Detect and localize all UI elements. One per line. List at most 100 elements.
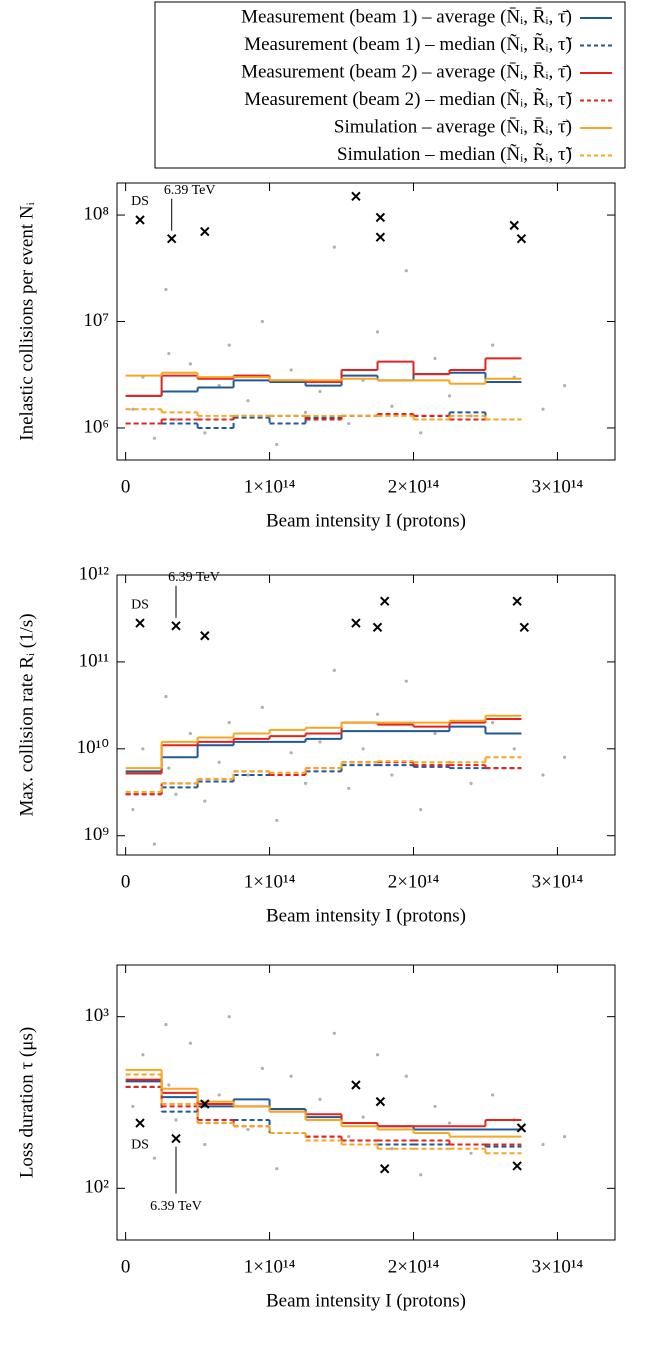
scatter-point: [260, 705, 264, 709]
scatter-point: [203, 431, 207, 435]
scatter-point: [217, 1093, 221, 1097]
scatter-point: [203, 1142, 207, 1147]
scatter-point: [275, 442, 279, 447]
scatter-point: [512, 747, 516, 751]
y-tick-label: 10⁹: [83, 824, 109, 845]
legend-label: Simulation – median (Ñᵢ, R̃ᵢ, τ̃): [337, 142, 573, 165]
scatter-point: [246, 399, 250, 403]
legend-box: [154, 1, 626, 169]
scatter-point: [227, 1015, 231, 1019]
scatter-point: [167, 766, 171, 770]
scatter-point: [433, 356, 437, 361]
scatter-point: [469, 1151, 473, 1155]
scatter-point: [131, 407, 135, 411]
scatter-point: [167, 1083, 171, 1087]
cross-marker: [135, 215, 145, 225]
scatter-point: [491, 343, 495, 347]
cross-marker: [375, 1096, 386, 1107]
scatter-point: [332, 245, 336, 249]
scatter-point: [404, 269, 408, 273]
scatter-point: [390, 1147, 394, 1151]
scatter-point: [347, 421, 351, 426]
scatter-point: [164, 287, 168, 292]
x-tick-label: 1×10¹⁴: [244, 871, 296, 892]
scatter-point: [275, 818, 279, 823]
y-tick-label: 10⁷: [83, 310, 109, 331]
cross-marker: [519, 622, 530, 633]
scatter-point: [433, 731, 437, 736]
cross-marker: [380, 596, 390, 606]
scatter-point: [318, 389, 322, 394]
y-axis-label: Loss duration τ (μs): [16, 1027, 37, 1178]
annotation: 6.39 TeV: [150, 1199, 202, 1214]
cross-marker: [200, 631, 210, 641]
cross-marker: [171, 621, 181, 631]
scatter-point: [217, 760, 221, 764]
legend-label: Simulation – average (N̄ᵢ, R̄ᵢ, τ̄): [334, 116, 572, 137]
y-tick-label: 10⁸: [83, 203, 109, 224]
scatter-point: [188, 362, 193, 366]
scatter-point: [152, 842, 157, 846]
scatter-point: [164, 694, 168, 699]
scatter-point: [390, 404, 394, 408]
annotation: 6.39 TeV: [164, 183, 216, 198]
scatter-point: [541, 407, 545, 411]
scatter-point: [289, 368, 293, 372]
cross-marker: [200, 226, 210, 237]
cross-marker: [512, 596, 522, 606]
scatter-point: [303, 410, 308, 414]
x-tick-label: 1×10¹⁴: [244, 476, 296, 497]
scatter-point: [260, 319, 264, 324]
scatter-point: [419, 431, 423, 435]
scatter-point: [167, 351, 171, 356]
x-tick-label: 2×10¹⁴: [388, 871, 440, 892]
plot-frame: [116, 574, 616, 856]
scatter-point: [433, 1104, 437, 1109]
cross-marker: [380, 1164, 390, 1174]
scatter-point: [347, 1135, 351, 1139]
x-axis-label: Beam intensity I (protons): [266, 510, 466, 531]
y-tick-label: 10¹²: [79, 563, 110, 584]
x-axis-label: Beam intensity I (protons): [266, 1290, 466, 1311]
cross-marker: [135, 1118, 145, 1128]
scatter-point: [404, 1074, 408, 1078]
plot-area: [125, 1015, 567, 1177]
scatter-point: [361, 1115, 365, 1119]
scatter-point: [246, 1127, 250, 1132]
scatter-point: [260, 1066, 264, 1070]
y-tick-label: 10¹⁰: [77, 737, 109, 758]
cross-marker: [351, 1080, 361, 1090]
scatter-point: [563, 383, 567, 388]
scatter-point: [188, 731, 193, 736]
scatter-point: [318, 1097, 322, 1101]
scatter-point: [164, 1022, 168, 1027]
scatter-point: [347, 786, 351, 791]
scatter-point: [563, 1135, 567, 1139]
scatter-point: [447, 394, 452, 398]
scatter-point: [332, 668, 336, 672]
cross-marker: [372, 622, 383, 633]
scatter-point: [174, 1118, 178, 1122]
legend-label: Measurement (beam 2) – median (Ñᵢ, R̃ᵢ, …: [244, 87, 572, 110]
scatter-point: [174, 792, 178, 796]
scatter-point: [419, 807, 423, 812]
x-tick-label: 2×10¹⁴: [388, 1256, 440, 1277]
scatter-point: [227, 721, 231, 725]
scatter-point: [332, 1031, 336, 1035]
scatter-point: [447, 1121, 452, 1125]
scatter-point: [141, 1053, 145, 1057]
legend-label: Measurement (beam 1) – median (Ñᵢ, R̃ᵢ, …: [244, 32, 572, 55]
y-axis-label: Max. collision rate Rᵢ (1/s): [16, 613, 37, 816]
x-tick-label: 1×10¹⁴: [244, 1256, 296, 1277]
scatter-point: [318, 740, 322, 744]
plot-area: [125, 668, 567, 846]
scatter-point: [361, 747, 365, 751]
cross-marker: [509, 220, 519, 231]
scatter-point: [188, 1041, 193, 1045]
cross-marker: [375, 232, 386, 242]
cross-marker: [516, 233, 527, 244]
cross-marker: [351, 191, 361, 202]
scatter-point: [390, 773, 394, 777]
x-tick-label: 0: [121, 1256, 131, 1277]
